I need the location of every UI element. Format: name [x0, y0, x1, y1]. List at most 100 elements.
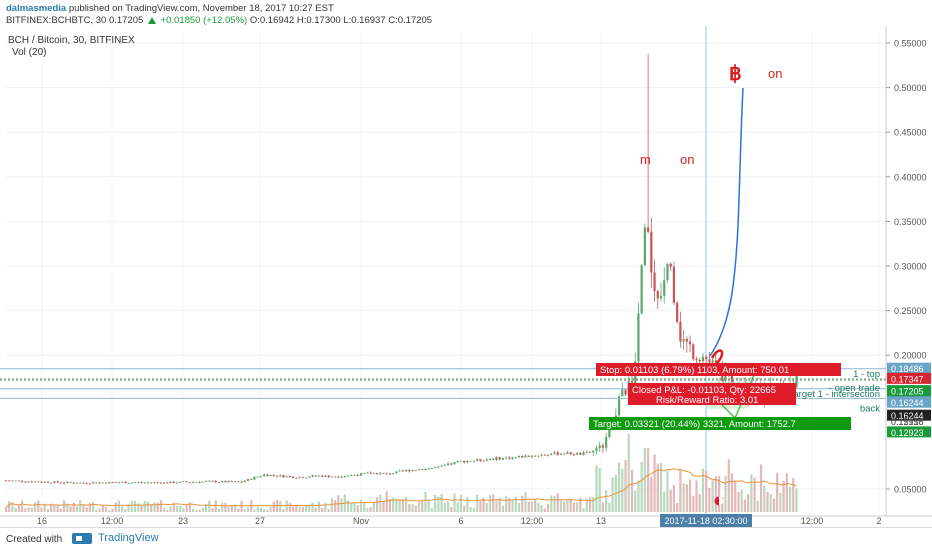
- volume-bar: [688, 479, 692, 512]
- x-tick-label: 27: [255, 516, 265, 526]
- volume-bar: [472, 507, 475, 512]
- candle-body: [588, 451, 592, 453]
- volume-bar: [598, 468, 601, 512]
- trade-boxes[interactable]: Stop: 0.01103 (6.79%) 1103, Amount: 750.…: [589, 363, 851, 430]
- candle-body: [337, 476, 340, 478]
- candle-body: [485, 459, 488, 461]
- candle-body: [266, 474, 269, 476]
- volume-bar: [285, 500, 288, 512]
- volume-bar: [143, 500, 146, 512]
- candle-body: [343, 476, 346, 477]
- candle-body: [492, 459, 495, 460]
- y-tick-label: 0.20000: [894, 351, 927, 361]
- volume-bar: [685, 484, 688, 512]
- candle-body: [466, 461, 469, 463]
- author-name[interactable]: dalmasmedia: [6, 3, 67, 14]
- volume-bar: [527, 501, 530, 512]
- footer: Created with TradingView: [0, 527, 932, 550]
- y-tick-label: 0.05000: [894, 485, 927, 495]
- candle-body: [559, 453, 563, 455]
- volume-bar: [163, 508, 166, 512]
- volume-bar: [385, 491, 388, 512]
- tradingview-logo-icon: [72, 532, 92, 544]
- volume-bar: [227, 506, 230, 512]
- candle-body: [414, 470, 417, 471]
- candle-body: [456, 461, 459, 463]
- y-tick-label: 0.30000: [894, 262, 927, 272]
- volume-bar: [488, 495, 492, 512]
- volume-bar: [692, 496, 695, 512]
- volume-bar: [69, 506, 72, 512]
- volume-bar: [427, 499, 430, 512]
- tradingview-brand[interactable]: TradingView: [72, 532, 159, 544]
- candle-body: [192, 481, 195, 483]
- volume-bar: [85, 507, 88, 512]
- candle-body: [640, 265, 643, 314]
- volume-bar: [437, 496, 440, 512]
- volume-bar: [198, 509, 201, 512]
- volume-bar: [350, 502, 353, 512]
- candle-body: [650, 231, 653, 273]
- candle-body: [111, 482, 114, 483]
- volume-bar: [788, 486, 792, 512]
- volume-bar: [108, 509, 111, 512]
- volume-bar: [379, 494, 382, 512]
- candle-body: [363, 473, 366, 474]
- candle-body: [108, 482, 111, 484]
- volume-bar: [630, 469, 634, 512]
- volume-bar: [53, 505, 56, 512]
- volume-bar: [553, 496, 556, 512]
- volume-bar: [705, 470, 708, 512]
- candle-body: [40, 482, 43, 483]
- candle-body: [469, 461, 472, 462]
- candle-body: [182, 481, 185, 483]
- candle-body: [88, 483, 91, 485]
- candle-body: [385, 473, 388, 475]
- price-tag-label: 0.17347: [891, 374, 924, 384]
- volume-bar: [314, 507, 317, 512]
- volume-bar: [782, 480, 785, 512]
- volume-bar: [550, 495, 553, 512]
- volume-bar: [656, 463, 659, 512]
- candle-body: [711, 360, 714, 363]
- volume-bar: [585, 498, 588, 512]
- volume-bar: [82, 505, 85, 512]
- volume-bar: [240, 500, 243, 512]
- candle-body: [117, 482, 121, 484]
- volume-bar: [282, 509, 285, 512]
- volume-bar: [582, 508, 585, 512]
- volume-bar: [576, 502, 579, 512]
- volume-bar: [208, 500, 211, 512]
- candle-body: [159, 482, 162, 484]
- volume-bar: [650, 477, 653, 512]
- candle-body: [401, 470, 404, 472]
- volume-bar: [308, 504, 311, 512]
- candle-body: [301, 477, 304, 479]
- candle-body: [695, 358, 698, 360]
- candle-body: [188, 482, 192, 483]
- candle-body: [114, 482, 117, 484]
- volume-bar: [401, 498, 404, 512]
- volume-bar: [311, 502, 314, 512]
- candle-body: [369, 472, 372, 474]
- candle-body: [143, 482, 146, 484]
- candle-body: [505, 457, 508, 459]
- volume-bar: [272, 501, 275, 512]
- volume-bar: [663, 491, 666, 512]
- candle-body: [411, 470, 414, 472]
- volume-bar: [201, 507, 204, 512]
- volume-bar: [237, 508, 240, 512]
- volume-bar: [563, 501, 566, 512]
- candle-body: [253, 477, 256, 480]
- candle-body: [608, 428, 611, 438]
- volume-bar: [695, 480, 698, 512]
- volume-bar: [508, 497, 511, 512]
- volume-bar: [750, 474, 753, 512]
- candle-body: [172, 481, 175, 484]
- volume-bar: [701, 468, 705, 512]
- volume-bar: [453, 493, 456, 512]
- candle-body: [656, 290, 659, 299]
- volume-bar: [121, 506, 124, 512]
- volume-bar: [137, 503, 140, 512]
